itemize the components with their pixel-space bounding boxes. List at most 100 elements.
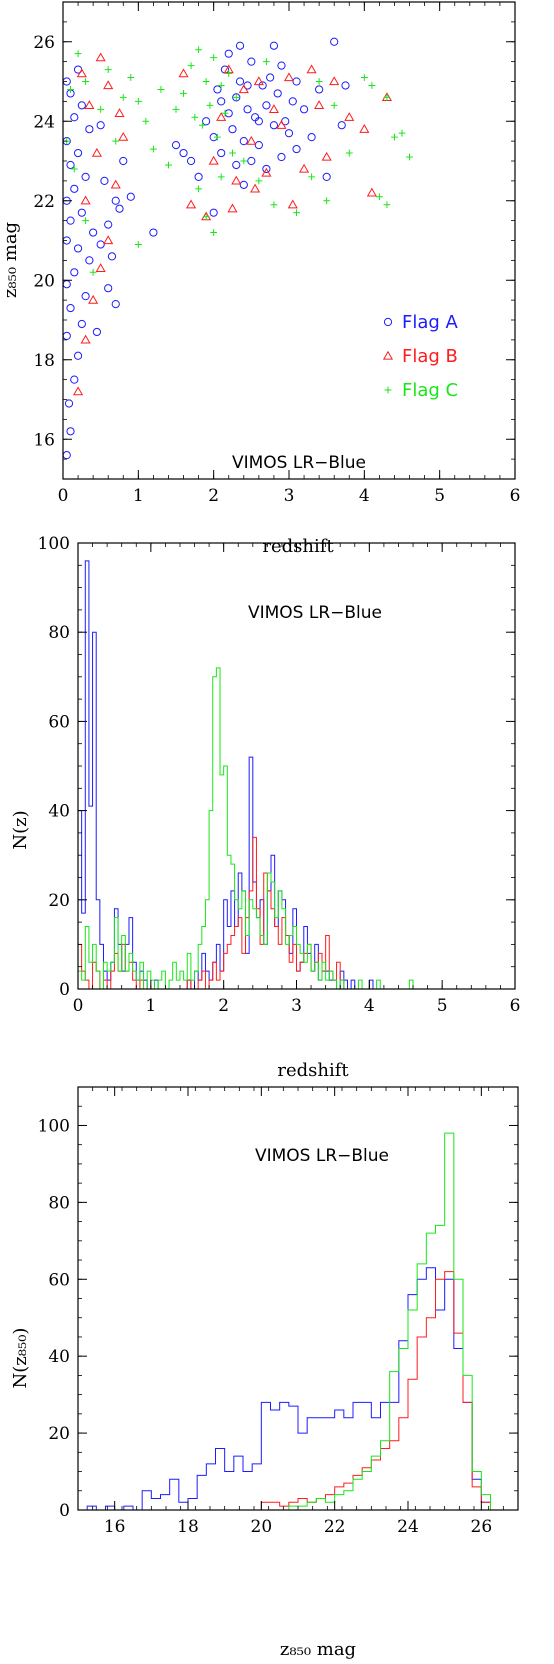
scatter-point-flag-c: [119, 94, 127, 101]
scatter-point-flag-a: [186, 156, 196, 166]
scatter-point-flag-a: [149, 228, 158, 237]
scatter-point-flag-b: [95, 52, 106, 62]
scatter-point-flag-c: [263, 58, 270, 66]
scatter-point-flag-a: [239, 180, 248, 189]
y-tick-label: 0: [59, 1501, 70, 1521]
scatter-point-flag-b: [306, 64, 317, 74]
scatter-point-flag-a: [70, 268, 79, 277]
scatter-point-flag-a: [85, 125, 94, 134]
scatter-ylabel: z₈₅₀ mag: [0, 222, 21, 298]
scatter-legend: Flag A Flag B Flag C: [382, 312, 459, 401]
x-tick-label: 2: [208, 486, 219, 506]
scatter-point-flag-c: [376, 193, 383, 201]
scatter-point-flag-b: [276, 120, 287, 129]
y-tick-label: 20: [48, 891, 70, 911]
scatter-point-flag-b: [268, 104, 279, 113]
scatter-point-flag-c: [255, 177, 263, 185]
scatter-point-flag-b: [73, 386, 84, 396]
x-tick-label: 16: [104, 1517, 126, 1537]
scatter-point-flag-c: [150, 145, 157, 153]
x-tick-label: 6: [510, 486, 521, 506]
scatter-point-flag-a: [111, 300, 120, 309]
scatter-point-flag-c: [383, 201, 391, 209]
y-tick-label: 80: [48, 623, 70, 643]
x-tick-label: 24: [397, 1517, 419, 1537]
scatter-point-flag-b: [250, 183, 261, 193]
scatter-point-flag-a: [247, 156, 256, 166]
scatter-point-flag-a: [66, 216, 75, 225]
scatter-point-flag-c: [323, 197, 331, 205]
scatter-point-flag-b: [287, 199, 298, 209]
scatter-point-flag-a: [232, 160, 241, 170]
scatter-point-flag-c: [97, 105, 105, 113]
scatter-point-flag-a: [171, 141, 181, 150]
scatter-point-flag-c: [112, 137, 120, 145]
y-tick-label: 20: [33, 271, 55, 291]
scatter-point-flag-a: [322, 172, 331, 181]
magnitude-histogram-panel: 16 18 20 22 24 26 0 20 40 60 80 100 VIMOS LR−Blue z…: [10, 1086, 519, 1660]
scatter-point-flag-c: [240, 157, 248, 165]
scatter-point-flag-c: [398, 129, 406, 137]
scatter-point-flag-a: [96, 121, 105, 130]
scatter-point-flag-a: [77, 208, 86, 217]
scatter-point-flag-a: [81, 172, 90, 181]
scatter-point-flag-a: [66, 427, 75, 436]
scatter-point-flag-c: [406, 153, 413, 161]
y-tick-label: 0: [59, 980, 70, 1000]
scatter-point-flag-a: [70, 184, 79, 193]
scatter-point-flag-c: [360, 74, 368, 81]
scatter-point-flag-a: [119, 156, 128, 166]
scatter-point-flag-c: [82, 78, 89, 85]
x-tick-label: 4: [359, 486, 370, 506]
scatter-point-flag-a: [269, 121, 279, 130]
scatter-point-flag-a: [254, 117, 263, 126]
magnitude-histogram-annotation: VIMOS LR−Blue: [255, 1146, 389, 1166]
y-tick-label: 24: [33, 112, 55, 132]
scatter-point-flag-a: [266, 73, 275, 82]
scatter-point-flag-a: [70, 375, 79, 384]
legend-label-flag-a: Flag A: [402, 312, 459, 333]
scatter-point-flag-c: [214, 133, 221, 141]
scatter-point-flag-b: [246, 135, 257, 145]
scatter-point-flag-b: [84, 100, 95, 109]
scatter-point-flag-a: [89, 228, 98, 237]
legend-marker-flag-b: [382, 350, 394, 360]
scatter-point-flag-a: [284, 129, 294, 138]
scatter-point-flag-c: [172, 105, 180, 113]
histogram-flag-c: [78, 1132, 518, 1511]
scatter-point-flag-c: [180, 90, 187, 97]
scatter-point-flag-a: [292, 144, 301, 154]
x-tick-label: 3: [291, 996, 302, 1016]
scatter-point-flag-b: [88, 294, 99, 304]
scatter-point-flag-b: [366, 187, 377, 197]
scatter-point-flag-b: [253, 76, 264, 86]
histogram-flag-b: [78, 1271, 518, 1511]
y-tick-label: 100: [38, 534, 70, 554]
scatter-point-flag-c: [198, 121, 206, 129]
scatter-annotation: VIMOS LR−Blue: [232, 453, 366, 473]
scatter-point-flag-b: [238, 84, 249, 94]
x-tick-label: 1: [145, 996, 156, 1016]
scatter-point-flag-a: [202, 117, 211, 126]
scatter-point-flag-c: [315, 78, 323, 85]
redshift-histogram-annotation: VIMOS LR−Blue: [248, 603, 382, 623]
scatter-point-flag-a: [277, 152, 286, 162]
scatter-point-flag-b: [80, 334, 91, 344]
y-tick-label: 20: [48, 1424, 70, 1444]
scatter-point-flag-a: [307, 133, 316, 142]
scatter-panel: 0 1 2 3 4 5 6 16 18 20 22 24 26 VIMOS LR−Blue redshi…: [0, 1, 521, 557]
scatter-point-flag-c: [221, 109, 229, 117]
scatter-point-flag-a: [213, 85, 222, 94]
scatter-point-flag-a: [239, 137, 248, 146]
scatter-point-flag-a: [62, 331, 71, 340]
scatter-point-flag-a: [337, 121, 346, 130]
scatter-point-flag-c: [195, 185, 202, 193]
scatter-point-flag-a: [96, 240, 105, 249]
scatter-point-flag-a: [77, 101, 86, 110]
scatter-point-flag-a: [217, 148, 226, 158]
scatter-point-flag-a: [179, 148, 188, 158]
scatter-point-flag-a: [269, 41, 279, 50]
legend-label-flag-b: Flag B: [402, 346, 458, 367]
scatter-point-flag-b: [299, 163, 310, 173]
scatter-point-flag-c: [134, 97, 142, 105]
